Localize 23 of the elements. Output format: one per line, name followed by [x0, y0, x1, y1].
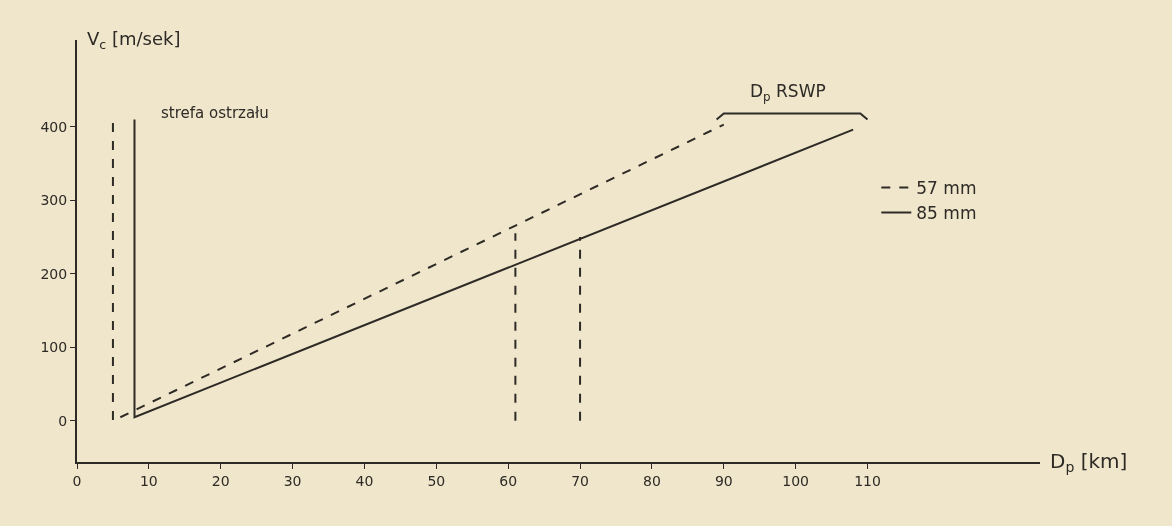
- y-tick-label: 400: [40, 118, 68, 135]
- annotation: D$_{p}$ RSWP: [750, 81, 826, 104]
- y-tick-label: 0: [58, 412, 68, 429]
- x-axis-title: D$_{p}$ [km]: [1050, 449, 1128, 476]
- legend-label: 57 mm: [916, 178, 977, 199]
- y-axis-title: V$_{c}$ [m/sek]: [87, 28, 181, 52]
- x-tick-label: 60: [499, 472, 518, 489]
- x-tick-label: 90: [714, 472, 733, 489]
- x-tick-label: 50: [427, 472, 446, 489]
- x-tick-label: 110: [854, 472, 881, 489]
- x-tick-label: 70: [571, 472, 589, 489]
- y-tick-label: 200: [40, 265, 68, 282]
- y-tick-label: 100: [40, 339, 68, 356]
- x-tick-label: 100: [782, 472, 810, 489]
- x-tick-label: 30: [283, 472, 302, 489]
- x-tick-label: 80: [643, 472, 661, 489]
- y-tick-label: 300: [40, 192, 68, 209]
- x-tick-label: 0: [72, 472, 82, 489]
- legend-label: 85 mm: [916, 203, 977, 224]
- x-tick-label: 20: [211, 472, 230, 489]
- annotation: strefa ostrzału: [161, 104, 269, 122]
- x-tick-label: 10: [139, 472, 158, 489]
- x-tick-label: 40: [355, 472, 374, 489]
